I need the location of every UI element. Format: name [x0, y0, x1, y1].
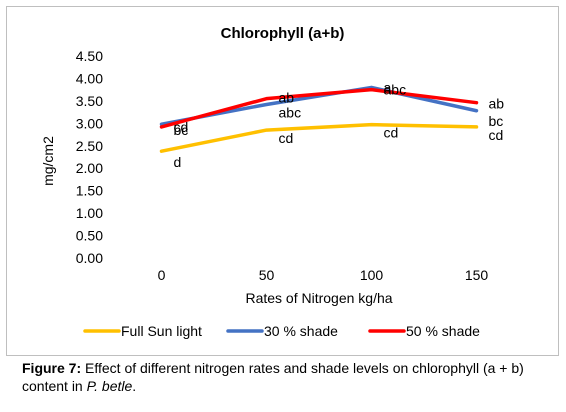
legend-label: Full Sun light: [121, 323, 202, 339]
y-axis-title: mg/cm2: [40, 136, 56, 186]
data-label: abc: [384, 82, 407, 98]
data-label: bc: [174, 122, 189, 138]
y-tick-label: 0.00: [76, 250, 103, 266]
data-label: ab: [279, 90, 295, 106]
y-tick-label: 2.50: [76, 138, 103, 154]
data-label: abc: [279, 104, 302, 120]
y-tick-label: 3.50: [76, 93, 103, 109]
y-tick-label: 4.50: [76, 48, 103, 64]
data-label: bc: [489, 113, 504, 129]
data-label: a: [384, 79, 392, 95]
data-label: cd: [489, 127, 504, 143]
x-tick-label: 100: [360, 267, 384, 283]
data-label: cd: [384, 125, 399, 141]
y-tick-label: 1.50: [76, 183, 103, 199]
series-line: [159, 87, 479, 129]
data-label: cd: [174, 119, 189, 135]
data-label: cd: [279, 130, 294, 146]
caption-end: .: [132, 378, 137, 394]
figure-caption: Figure 7: Effect of different nitrogen r…: [22, 359, 562, 395]
series-line: [159, 122, 479, 153]
y-tick-label: 0.50: [76, 228, 103, 244]
data-label: d: [174, 154, 182, 170]
figure-label: Figure 7:: [22, 360, 82, 376]
x-tick-label: 0: [158, 267, 166, 283]
legend-label: 50 % shade: [406, 323, 480, 339]
line-chart: 0.00 0.50 1.00 1.50 2.00 2.50 3.00 3.50 4.00 4.50…: [40, 48, 505, 339]
caption-species: P. betle: [86, 378, 133, 394]
y-tick-label: 2.00: [76, 160, 103, 176]
chart-frame: Chlorophyll (a+b) 0.00 0.50 1.00 1.50 2.00 2.…: [6, 6, 559, 356]
x-tick-label: 50: [259, 267, 275, 283]
y-tick-label: 1.00: [76, 205, 103, 221]
data-label: ab: [489, 96, 505, 112]
caption-text: Effect of different nitrogen rates and s…: [22, 360, 524, 394]
chart-title: Chlorophyll (a+b): [220, 25, 345, 42]
y-tick-label: 3.00: [76, 115, 103, 131]
x-axis-title: Rates of Nitrogen kg/ha: [245, 290, 392, 306]
legend-label: 30 % shade: [264, 323, 338, 339]
x-tick-label: 150: [465, 267, 489, 283]
y-tick-label: 4.00: [76, 70, 103, 86]
